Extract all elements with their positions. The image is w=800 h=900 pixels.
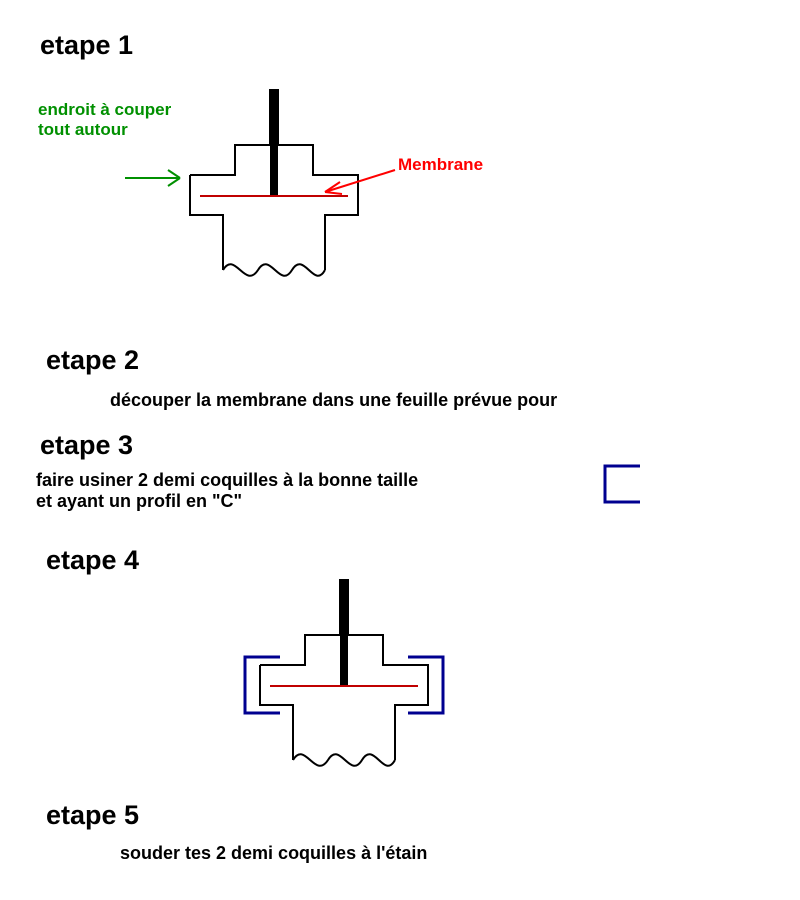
housing-wave-4 [293, 754, 395, 766]
c-profile-path [605, 466, 640, 502]
step1-diagram [60, 70, 420, 300]
step4-title: etape 4 [46, 545, 139, 576]
step4-diagram [130, 560, 490, 790]
red-arrow-line [325, 170, 395, 192]
step1-title: etape 1 [40, 30, 133, 61]
c-profile-diagram [595, 458, 655, 518]
step3-title: etape 3 [40, 430, 133, 461]
red-arrow [325, 170, 395, 194]
step3-text: faire usiner 2 demi coquilles à la bonne… [36, 470, 418, 512]
step5-text: souder tes 2 demi coquilles à l'étain [120, 843, 427, 864]
housing-wave [223, 264, 325, 276]
step5-title: etape 5 [46, 800, 139, 831]
green-arrow [125, 170, 180, 186]
step2-text: découper la membrane dans une feuille pr… [110, 390, 557, 411]
step2-title: etape 2 [46, 345, 139, 376]
